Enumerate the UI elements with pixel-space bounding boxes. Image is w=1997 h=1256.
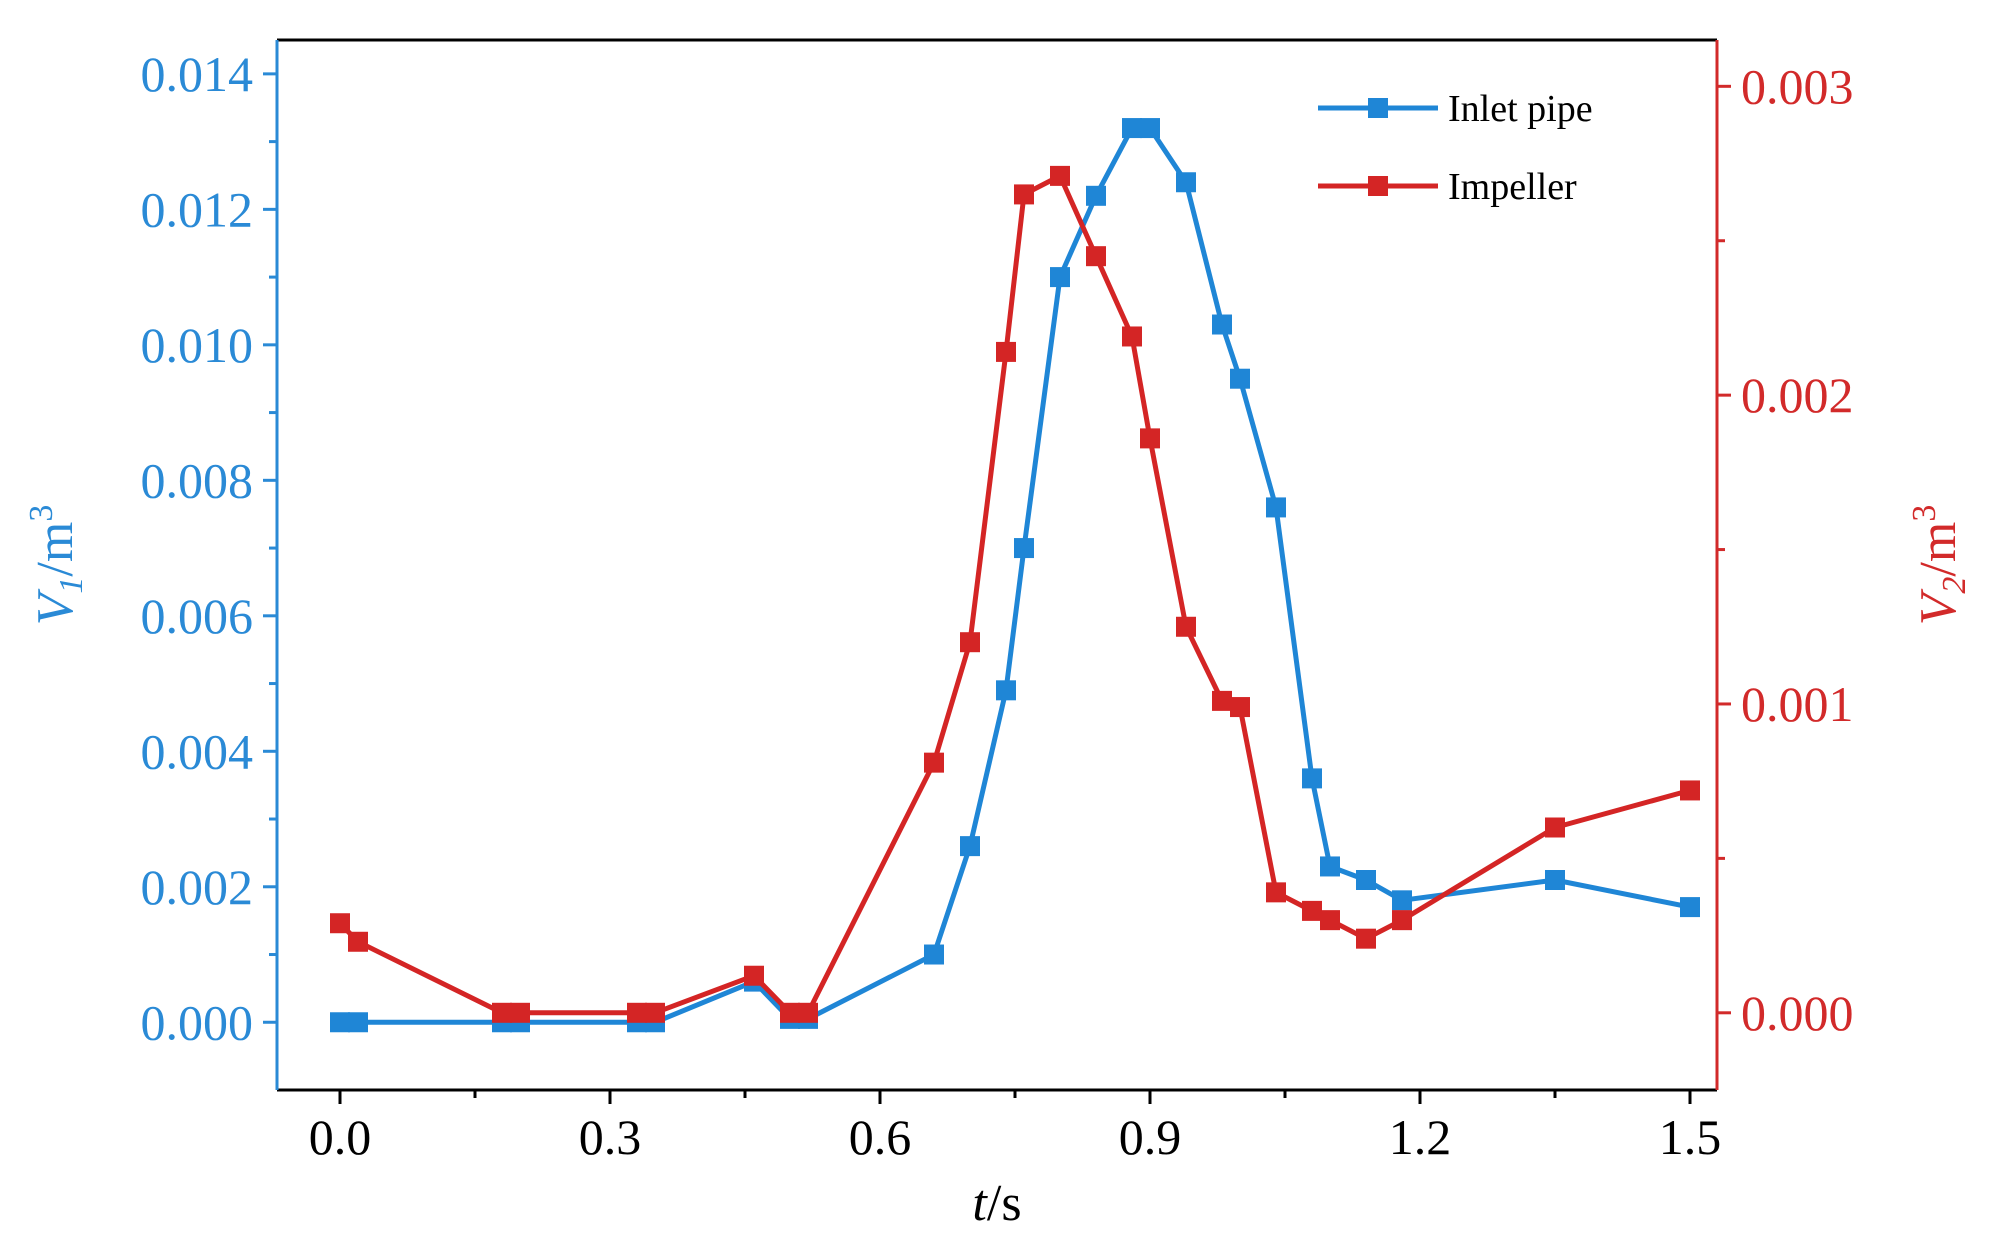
legend-item-impeller: Impeller xyxy=(1318,166,1577,208)
data-point xyxy=(1140,118,1160,139)
data-point xyxy=(1140,428,1160,449)
y-left-tick-label: 0.010 xyxy=(141,317,254,373)
data-point xyxy=(1356,928,1376,949)
y-left-title-sup: 3 xyxy=(23,505,60,522)
y-right-tick-label: 0.003 xyxy=(1741,58,1854,114)
y-right-tick-label: 0.001 xyxy=(1741,676,1854,732)
x-tick-label: 0.9 xyxy=(1119,1109,1182,1165)
data-point xyxy=(1050,267,1070,288)
y-left-axis-title-group: V1/m3 xyxy=(23,505,90,626)
data-point xyxy=(1014,184,1034,205)
x-tick-label: 0.3 xyxy=(579,1109,642,1165)
x-tick-label: 1.5 xyxy=(1659,1109,1722,1165)
data-point xyxy=(645,1002,665,1023)
data-point xyxy=(1392,910,1412,931)
data-point xyxy=(330,913,350,934)
axis-ticks xyxy=(263,72,1731,1104)
y-left-tick-label: 0.008 xyxy=(141,452,254,508)
data-point xyxy=(1680,897,1700,918)
y-right-title-sup: 3 xyxy=(1906,505,1943,522)
y-left-tick-label: 0.014 xyxy=(141,46,254,102)
x-tick-label: 0.6 xyxy=(849,1109,912,1165)
data-point xyxy=(1392,890,1412,911)
data-point xyxy=(1356,870,1376,890)
data-point xyxy=(960,632,980,653)
legend: Inlet pipe Impeller xyxy=(1318,88,1593,208)
y-right-axis-title-group: V2/m3 xyxy=(1906,505,1973,626)
y-left-axis-title: V1/m3 xyxy=(23,505,90,626)
data-point xyxy=(1176,616,1196,637)
y-right-tick-label: 0.000 xyxy=(1741,985,1854,1041)
data-point xyxy=(1320,856,1340,877)
tick-labels: 0.0 0.3 0.6 0.9 1.2 1.5 0.000 0.002 0.004 0.006 0.… xyxy=(141,46,1854,1165)
y-left-tick-label: 0.002 xyxy=(141,859,254,915)
data-point xyxy=(1266,497,1286,518)
data-point xyxy=(1014,538,1034,559)
data-point xyxy=(1230,697,1250,718)
y-right-tick-label: 0.002 xyxy=(1741,367,1854,423)
data-point xyxy=(960,836,980,857)
x-tick-label: 1.2 xyxy=(1389,1109,1452,1165)
data-point xyxy=(1050,165,1070,186)
data-point xyxy=(1212,690,1232,711)
series-layer xyxy=(330,118,1700,1033)
data-point xyxy=(1302,768,1322,789)
data-point xyxy=(1212,314,1232,335)
data-point xyxy=(1302,900,1322,921)
y-right-axis-title: V2/m3 xyxy=(1906,505,1973,626)
data-point xyxy=(798,1002,818,1023)
legend-label: Impeller xyxy=(1448,166,1577,208)
data-point xyxy=(1122,118,1142,139)
legend-item-inlet-pipe: Inlet pipe xyxy=(1318,88,1593,130)
data-point xyxy=(348,931,368,952)
data-point xyxy=(924,944,944,965)
data-point xyxy=(492,1002,512,1023)
series-impeller xyxy=(330,165,1700,1023)
data-point xyxy=(1176,172,1196,193)
data-point xyxy=(780,1002,800,1023)
data-point xyxy=(1680,780,1700,801)
legend-swatch-marker xyxy=(1368,98,1388,118)
x-axis-title-italic: t xyxy=(972,1175,988,1232)
data-point xyxy=(330,1012,350,1033)
data-point xyxy=(744,965,764,986)
y-right-title-sub: 2 xyxy=(1936,577,1973,594)
y-right-title-italic: V xyxy=(1910,588,1967,625)
data-point xyxy=(1545,817,1565,838)
data-point xyxy=(996,341,1016,362)
y-left-title-sub: 1 xyxy=(53,577,90,594)
x-axis-title-unit: /s xyxy=(987,1175,1022,1232)
data-point xyxy=(510,1002,530,1023)
data-point xyxy=(1086,246,1106,267)
data-point xyxy=(1230,368,1250,389)
data-point xyxy=(996,680,1016,701)
x-axis-title: t/s xyxy=(972,1175,1021,1232)
legend-swatch-marker xyxy=(1368,176,1388,196)
plot-frame xyxy=(275,38,1719,1092)
data-point xyxy=(627,1002,647,1023)
data-point xyxy=(348,1012,368,1033)
legend-label: Inlet pipe xyxy=(1448,88,1593,130)
data-point xyxy=(924,752,944,773)
data-point xyxy=(1122,326,1142,347)
y-left-tick-label: 0.000 xyxy=(141,994,254,1050)
x-tick-label: 0.0 xyxy=(309,1109,372,1165)
data-point xyxy=(1086,185,1106,206)
y-left-title-unit: /m xyxy=(27,522,84,577)
data-point xyxy=(1545,870,1565,890)
y-left-tick-label: 0.006 xyxy=(141,588,254,644)
y-right-title-unit: /m xyxy=(1910,522,1967,577)
data-point xyxy=(1266,882,1286,903)
y-left-title-italic: V xyxy=(27,588,84,625)
y-left-tick-label: 0.004 xyxy=(141,723,254,779)
data-point xyxy=(1320,910,1340,931)
y-left-tick-label: 0.012 xyxy=(141,181,254,237)
